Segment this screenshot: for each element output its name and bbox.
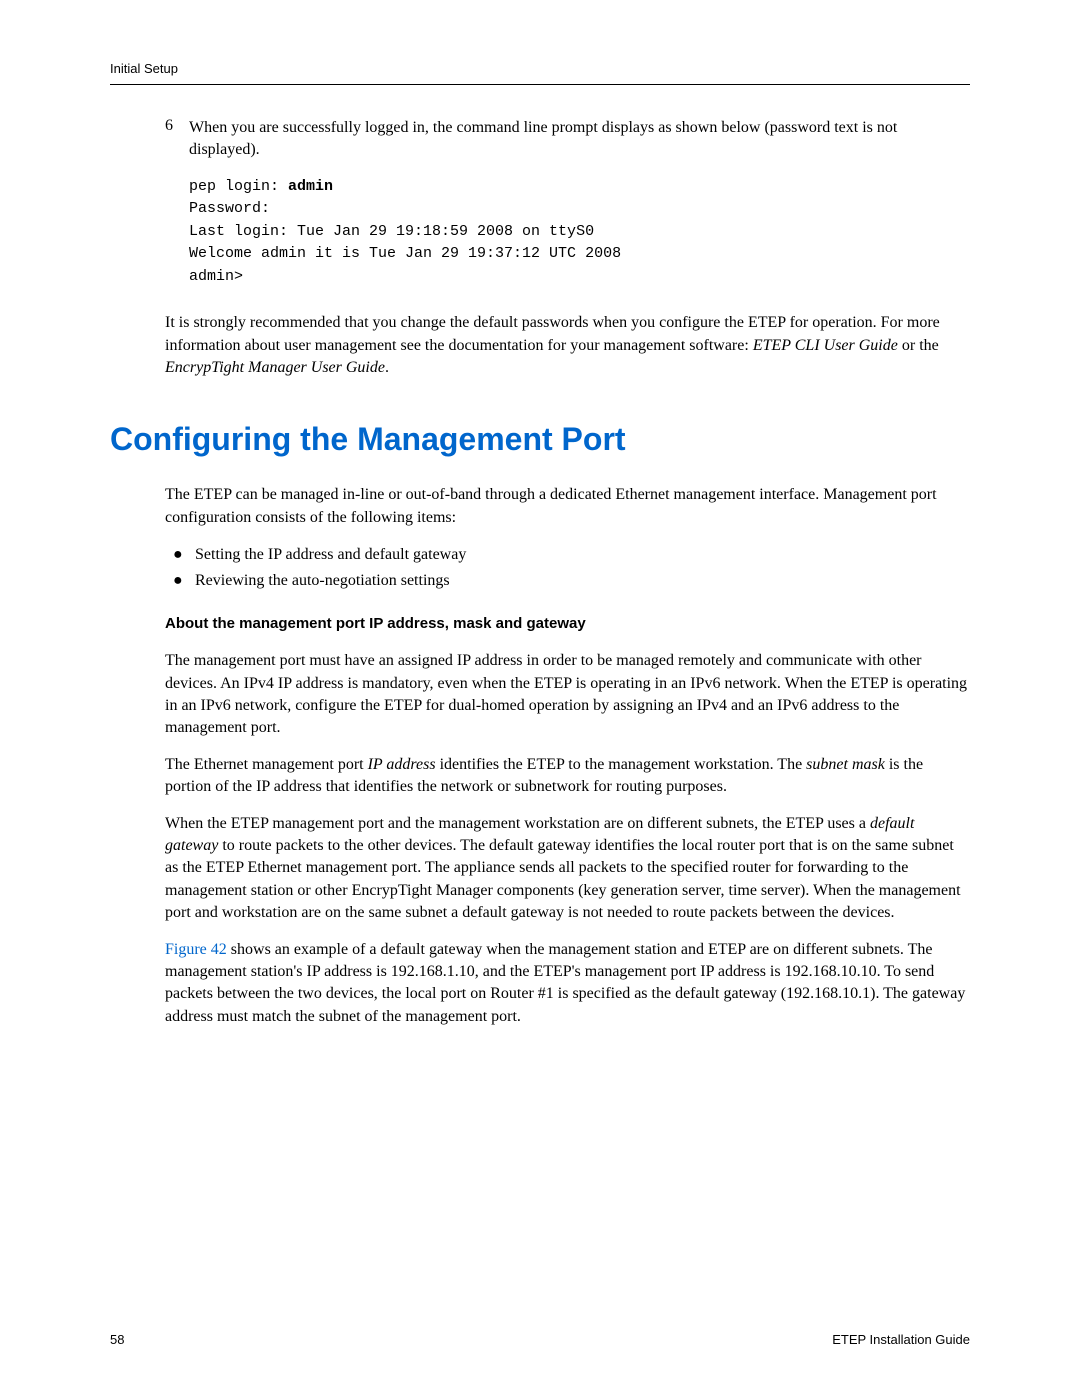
page-number: 58: [110, 1332, 124, 1347]
code-block: pep login: admin Password: Last login: T…: [189, 176, 970, 289]
para2-prefix: The Ethernet management port: [165, 756, 368, 773]
code-line-3: Last login: Tue Jan 29 19:18:59 2008 on …: [189, 221, 970, 244]
doc-reference-1: ETEP CLI User Guide: [753, 337, 898, 354]
paragraph-2: The Ethernet management port IP address …: [165, 754, 970, 799]
page-footer: 58 ETEP Installation Guide: [110, 1332, 970, 1347]
step-number: 6: [165, 117, 189, 162]
code-bold: admin: [288, 178, 333, 195]
header-divider: [110, 84, 970, 85]
bullet-dot-icon: ●: [165, 543, 195, 567]
figure-link[interactable]: Figure 42: [165, 941, 227, 958]
section-title: Configuring the Management Port: [110, 421, 970, 458]
bullet-list: ● Setting the IP address and default gat…: [165, 543, 970, 593]
para2-italic1: IP address: [368, 756, 436, 773]
page-content: 6 When you are successfully logged in, t…: [110, 117, 970, 1028]
code-prefix: pep login:: [189, 178, 288, 195]
subsection-title: About the management port IP address, ma…: [165, 615, 970, 632]
section-intro: The ETEP can be managed in-line or out-o…: [165, 484, 970, 529]
bullet-text-1: Setting the IP address and default gatew…: [195, 543, 466, 567]
code-line-4: Welcome admin it is Tue Jan 29 19:37:12 …: [189, 243, 970, 266]
code-line-1: pep login: admin: [189, 176, 970, 199]
header-section-name: Initial Setup: [110, 61, 178, 76]
recommend-suffix: .: [385, 359, 389, 376]
doc-reference-2: EncrypTight Manager User Guide: [165, 359, 385, 376]
para4-suffix: shows an example of a default gateway wh…: [165, 941, 965, 1025]
recommend-mid: or the: [898, 337, 939, 354]
recommendation-paragraph: It is strongly recommended that you chan…: [165, 312, 970, 379]
para2-italic2: subnet mask: [806, 756, 885, 773]
paragraph-4: Figure 42 shows an example of a default …: [165, 939, 970, 1029]
code-line-2: Password:: [189, 198, 970, 221]
para3-suffix: to route packets to the other devices. T…: [165, 837, 961, 921]
step-6: 6 When you are successfully logged in, t…: [165, 117, 970, 162]
para2-mid1: identifies the ETEP to the management wo…: [436, 756, 807, 773]
paragraph-3: When the ETEP management port and the ma…: [165, 813, 970, 925]
bullet-dot-icon: ●: [165, 569, 195, 593]
paragraph-1: The management port must have an assigne…: [165, 650, 970, 740]
code-line-5: admin>: [189, 266, 970, 289]
guide-name: ETEP Installation Guide: [832, 1332, 970, 1347]
page-header: Initial Setup: [110, 60, 970, 85]
bullet-item-1: ● Setting the IP address and default gat…: [165, 543, 970, 567]
para3-prefix: When the ETEP management port and the ma…: [165, 815, 870, 832]
bullet-text-2: Reviewing the auto-negotiation settings: [195, 569, 450, 593]
step-text: When you are successfully logged in, the…: [189, 117, 970, 162]
bullet-item-2: ● Reviewing the auto-negotiation setting…: [165, 569, 970, 593]
